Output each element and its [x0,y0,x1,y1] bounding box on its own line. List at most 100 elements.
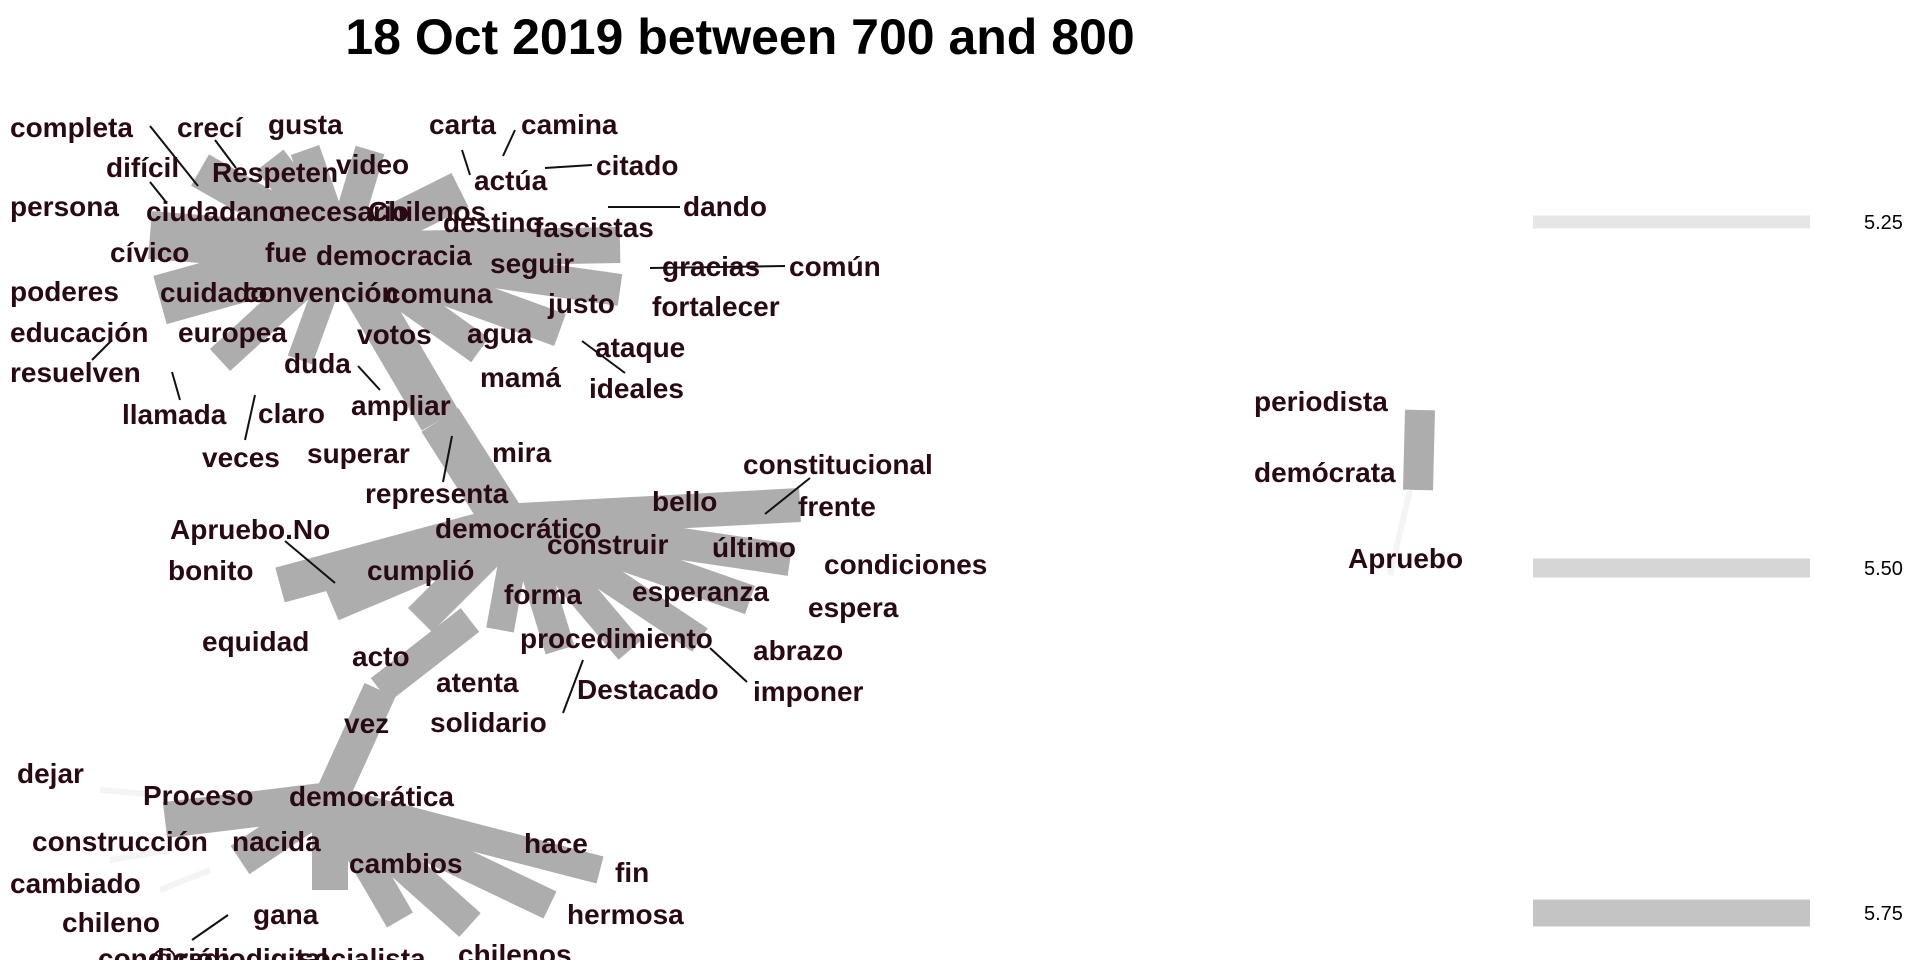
word-label: espera [808,592,899,623]
word-label: atenta [436,667,519,698]
word-label: hermosa [567,899,684,930]
word-label: @radiodigital [150,943,328,960]
word-label: frente [798,491,876,522]
leader-line [171,371,181,401]
word-label: llamada [122,399,227,430]
word-label: dejar [17,758,84,789]
word-label: cuidado [160,277,267,308]
leader-line [581,340,626,374]
word-label: cambiado [10,868,141,899]
word-label: condiciones [824,549,987,580]
faint-edge [99,787,161,798]
leader-line [442,435,453,483]
word-label: veces [202,442,280,473]
word-label: acto [352,641,410,672]
word-label: educación [10,317,148,348]
leader-line [191,914,229,941]
word-label: fascistas [534,212,654,243]
faint-edge [158,867,212,893]
word-label: ideales [589,373,684,404]
word-label: convención [243,277,399,308]
network-edge [321,239,459,431]
word-label: común [789,251,881,282]
leader-line [357,365,381,391]
network-edge [1403,409,1435,491]
word-label: europea [178,317,287,348]
leader-lines [91,125,811,941]
word-label: esperanza [632,576,769,607]
word-label: democrática [289,781,454,812]
word-label: comuna [385,278,493,309]
word-label: cambios [349,848,463,879]
word-label: resuelven [10,357,141,388]
word-label: vez [344,708,389,739]
word-label: democrático [435,513,602,544]
word-label: procedimiento [520,623,713,654]
word-label: difícil [106,152,179,183]
word-label: cumplió [367,555,474,586]
word-label: último [712,532,796,563]
word-label: ataque [595,332,685,363]
network-edge [314,682,396,808]
network-edge [407,507,533,633]
legend-label: 5.25 [1864,212,1903,234]
leader-line [149,125,199,187]
word-label: periodista [1254,386,1388,417]
word-label: abrazo [753,635,843,666]
word-label: votos [357,319,432,350]
word-label: Respeten [212,157,338,188]
word-label: democracia [316,240,472,271]
legend-label: 5.75 [1864,903,1903,925]
word-label: actúa [474,165,548,196]
leader-line [149,181,167,203]
legend-swatch [1533,558,1810,578]
leader-line [562,659,584,714]
word-label: poderes [10,276,119,307]
leader-line [502,129,516,157]
word-label: fue [265,237,307,268]
network-edges [99,145,1435,937]
word-label: mamá [480,362,561,393]
leader-line [91,339,113,361]
word-label: ampliar [351,390,451,421]
word-label: condición [98,943,230,960]
word-label: destino [443,207,543,238]
word-label: justo [547,288,615,319]
word-label: mira [492,437,552,468]
word-label: dando [683,191,767,222]
leader-line [461,149,471,176]
word-label: video [336,149,409,180]
leader-line [544,164,593,169]
word-label: forma [504,579,582,610]
leader-line [244,394,256,441]
network-edge [370,608,480,702]
word-label: fin [615,857,649,888]
faint-edge [1387,489,1413,576]
word-label: claro [258,398,325,429]
word-label: citado [596,150,678,181]
word-label: imponer [753,676,864,707]
word-label: Chilenos [368,196,486,227]
word-label: crecí [177,112,244,143]
word-label: nacida [232,826,321,857]
leader-line [214,139,237,169]
word-label: cívico [110,237,189,268]
legend-label: 5.50 [1864,558,1903,580]
word-label: construcción [32,826,208,857]
word-label: Apruebo.No [170,514,330,545]
word-label: ciudadano [146,196,286,227]
legend-swatch [1533,215,1810,229]
word-label: Apruebo [1348,543,1463,574]
word-label: fortalecer [652,291,780,322]
faint-edge [109,847,171,863]
word-labels: completa crecí gusta carta camina difícil Resp… [10,109,1463,960]
word-label: camina [521,109,618,140]
word-label: bello [652,486,717,517]
leader-line [284,540,336,584]
word-label: construir [547,529,668,560]
network-edge [326,786,604,884]
leader-line [709,647,748,683]
word-label: gusta [268,109,343,140]
word-label: necesario [278,196,409,227]
